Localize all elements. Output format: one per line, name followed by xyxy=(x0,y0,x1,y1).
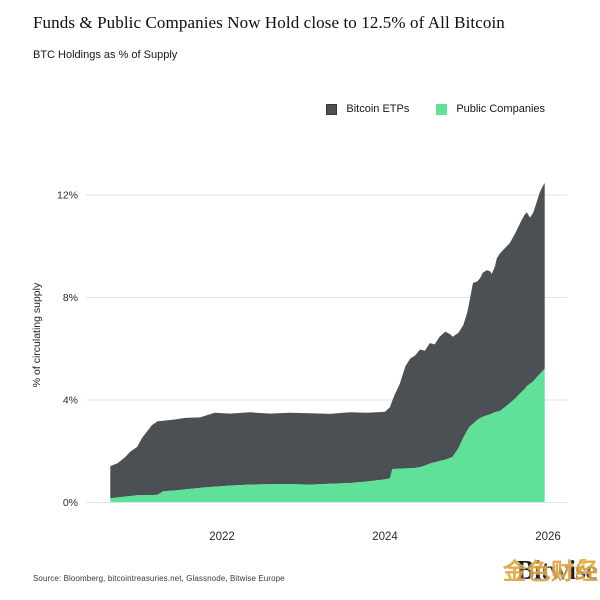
legend-item-bitcoin-etps: Bitcoin ETPs xyxy=(326,103,409,115)
legend-label-public: Public Companies xyxy=(456,103,545,115)
source-note: Source: Bloomberg, bitcointreasuries.net… xyxy=(33,574,285,583)
legend-swatch-etps xyxy=(326,103,338,115)
y-tick-label: 0% xyxy=(63,497,78,509)
legend: Bitcoin ETPs Public Companies xyxy=(326,103,545,115)
logo-orange-dot-icon xyxy=(580,559,586,564)
area-public-companies xyxy=(110,368,545,502)
legend-swatch-public xyxy=(436,103,448,115)
area-bitcoin-etps xyxy=(110,183,545,499)
y-tick-label: 4% xyxy=(63,395,78,407)
y-axis-title: % of circulating supply xyxy=(31,282,43,388)
legend-item-public-companies: Public Companies xyxy=(436,103,545,115)
y-tick-label: 8% xyxy=(63,292,78,304)
x-tick-label-2022: 2022 xyxy=(209,531,235,543)
watermark-jinse-finance: 金色财经 xyxy=(503,558,599,584)
page-subtitle: BTC Holdings as % of Supply xyxy=(33,49,178,61)
x-tick-label-2026: 2026 xyxy=(535,531,561,543)
y-tick-label: 12% xyxy=(57,190,78,202)
page-title: Funds & Public Companies Now Hold close … xyxy=(33,13,505,32)
legend-label-etps: Bitcoin ETPs xyxy=(346,103,410,115)
x-tick-label-2024: 2024 xyxy=(372,531,398,543)
bitwise-logo: Bitwise xyxy=(517,557,598,584)
